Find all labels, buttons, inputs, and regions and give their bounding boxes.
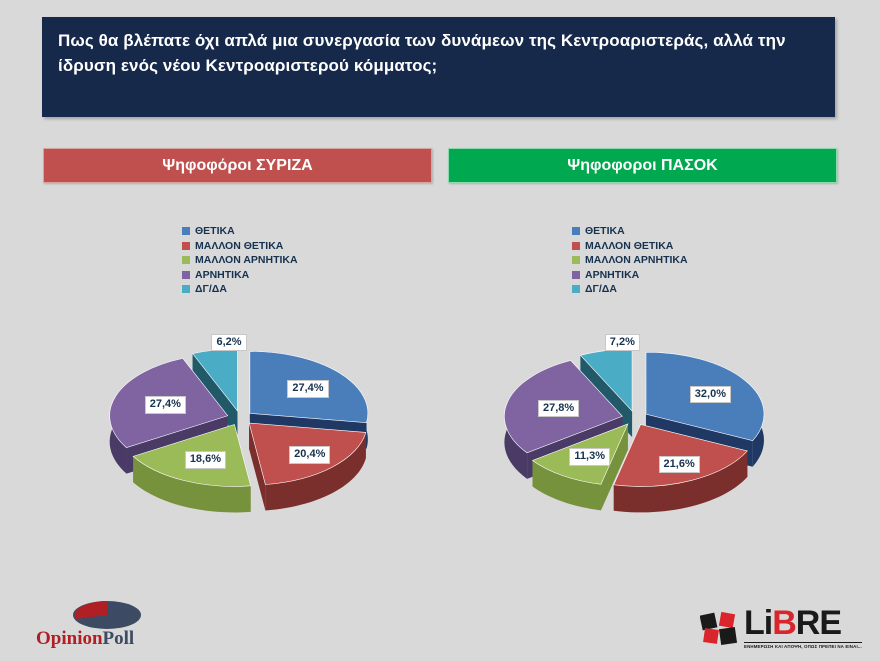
legend-item-label: ΑΡΝΗΤΙΚΑ	[585, 268, 640, 281]
legend-swatch-icon	[572, 270, 580, 279]
libre-tagline: ΕΝΗΜΕΡΩΣΗ ΚΑΙ ΑΠΟΨΗ, ΟΠΩΣ ΠΡΕΠΕΙ ΝΑ ΕΙΝΑ…	[744, 642, 862, 649]
pie-chart-pasok: 32,0% 21,6% 11,3% 27,8% 7,2%	[455, 318, 815, 533]
legend-item-label: ΜΑΛΛΟΝ ΑΡΝΗΤΙΚΑ	[195, 254, 298, 267]
legend-item-label: ΑΡΝΗΤΙΚΑ	[195, 268, 250, 281]
pie-data-label-syriza-0: 27,4%	[287, 380, 329, 398]
legend-item-syriza-0: ΘΕΤΙΚΑ	[182, 224, 298, 239]
pie-data-label-syriza-2: 18,6%	[184, 451, 227, 469]
opinionpoll-pie-icon	[73, 601, 141, 629]
legend-item-label: ΜΑΛΛΟΝ ΘΕΤΙΚΑ	[585, 239, 674, 252]
legend-swatch-icon	[182, 227, 190, 236]
pie-data-label-pasok-4: 7,2%	[604, 333, 640, 352]
pie-slice-pasok-1[interactable]	[613, 424, 748, 487]
legend-item-syriza-3: ΑΡΝΗΤΙΚΑ	[182, 268, 298, 283]
legend-swatch-icon	[182, 241, 190, 250]
libre-logo: LiBRE ΕΝΗΜΕΡΩΣΗ ΚΑΙ ΑΠΟΨΗ, ΟΠΩΣ ΠΡΕΠΕΙ Ν…	[700, 604, 862, 654]
pie-slice-wall-syriza-1-1	[249, 423, 266, 511]
pie-slice-side-pasok-1	[613, 450, 748, 513]
legend-swatch-icon	[572, 227, 580, 236]
pie-slice-side-syriza-1	[265, 432, 366, 511]
panel-header-syriza: Ψηφοφόροι ΣΥΡΙΖΑ	[43, 148, 432, 183]
opinionpoll-word-opinion: Opinion	[36, 628, 103, 649]
pie-data-label-syriza-1: 20,4%	[289, 445, 331, 464]
question-title-box: Πως θα βλέπατε όχι απλά μια συνεργασία τ…	[42, 17, 835, 117]
pie-data-label-pasok-2: 11,3%	[569, 448, 611, 466]
opinionpoll-word-poll: Poll	[102, 628, 135, 649]
legend-item-syriza-1: ΜΑΛΛΟΝ ΘΕΤΙΚΑ	[182, 239, 298, 254]
pie-data-label-syriza-4: 6,2%	[211, 333, 247, 352]
libre-word-li: Li	[744, 604, 773, 642]
pie-slice-side-syriza-2	[133, 456, 251, 513]
legend-item-pasok-0: ΘΕΤΙΚΑ	[572, 224, 688, 239]
libre-wordmark: LiBRE	[744, 604, 842, 642]
libre-word-b: B	[772, 604, 797, 642]
libre-squares-icon	[700, 612, 738, 646]
legend-swatch-icon	[182, 256, 190, 265]
pie-data-label-pasok-0: 32,0%	[689, 385, 731, 404]
panel-header-pasok: Ψηφοφοροι ΠΑΣΟΚ	[448, 148, 837, 183]
page-title: Πως θα βλέπατε όχι απλά μια συνεργασία τ…	[58, 31, 786, 75]
pie-data-label-syriza-3: 27,4%	[144, 396, 186, 415]
pie-svg-pasok	[504, 348, 765, 513]
legend-swatch-icon	[572, 285, 580, 294]
legend-item-pasok-3: ΑΡΝΗΤΙΚΑ	[572, 268, 688, 283]
libre-word-re: RE	[795, 604, 842, 642]
legend-item-label: ΔΓ/ΔΑ	[195, 283, 227, 296]
legend-item-label: ΘΕΤΙΚΑ	[195, 225, 235, 238]
opinionpoll-logo: OpinionPoll	[36, 600, 176, 652]
legend-swatch-icon	[572, 241, 580, 250]
legend-item-pasok-2: ΜΑΛΛΟΝ ΑΡΝΗΤΙΚΑ	[572, 253, 688, 268]
legend-item-syriza-4: ΔΓ/ΔΑ	[182, 282, 298, 297]
pie-data-label-pasok-3: 27,8%	[537, 399, 580, 418]
legend-pasok: ΘΕΤΙΚΑ ΜΑΛΛΟΝ ΘΕΤΙΚΑ ΜΑΛΛΟΝ ΑΡΝΗΤΙΚΑ ΑΡΝΗΤΙ…	[572, 224, 688, 297]
legend-swatch-icon	[182, 270, 190, 279]
legend-item-label: ΔΓ/ΔΑ	[585, 283, 617, 296]
panel-header-pasok-label: Ψηφοφοροι ΠΑΣΟΚ	[567, 156, 718, 174]
legend-item-label: ΜΑΛΛΟΝ ΘΕΤΙΚΑ	[195, 239, 284, 252]
legend-item-syriza-2: ΜΑΛΛΟΝ ΑΡΝΗΤΙΚΑ	[182, 253, 298, 268]
legend-item-pasok-1: ΜΑΛΛΟΝ ΘΕΤΙΚΑ	[572, 239, 688, 254]
legend-item-pasok-4: ΔΓ/ΔΑ	[572, 282, 688, 297]
legend-swatch-icon	[572, 256, 580, 265]
opinionpoll-wordmark: OpinionPoll	[36, 628, 176, 650]
legend-syriza: ΘΕΤΙΚΑ ΜΑΛΛΟΝ ΘΕΤΙΚΑ ΜΑΛΛΟΝ ΑΡΝΗΤΙΚΑ ΑΡΝΗΤΙ…	[182, 224, 298, 297]
panel-header-syriza-label: Ψηφοφόροι ΣΥΡΙΖΑ	[162, 156, 313, 174]
legend-swatch-icon	[182, 285, 190, 294]
legend-item-label: ΘΕΤΙΚΑ	[585, 225, 625, 238]
pie-chart-syriza: 27,4% 20,4% 18,6% 27,4% 6,2%	[60, 318, 420, 533]
legend-item-label: ΜΑΛΛΟΝ ΑΡΝΗΤΙΚΑ	[585, 254, 688, 267]
pie-data-label-pasok-1: 21,6%	[658, 455, 700, 474]
